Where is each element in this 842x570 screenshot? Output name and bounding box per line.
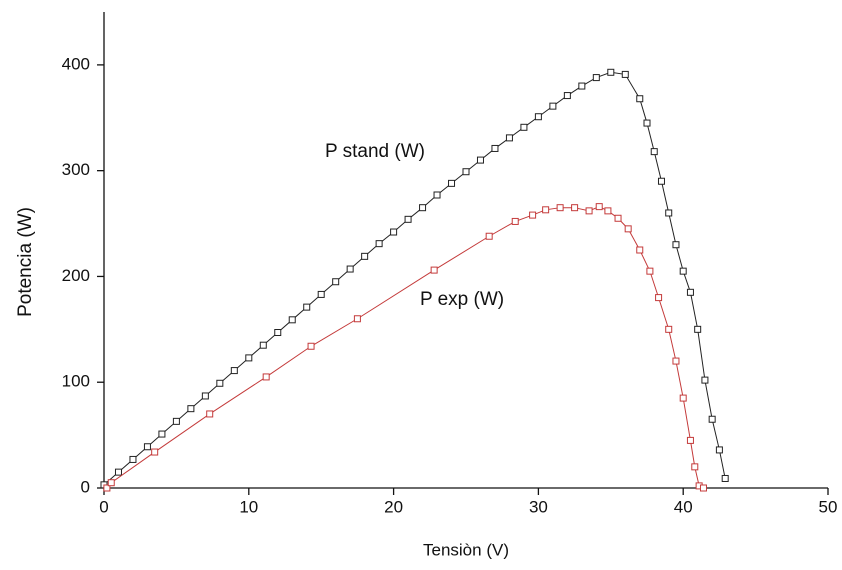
data-point bbox=[578, 82, 586, 90]
data-point bbox=[491, 144, 499, 152]
data-point bbox=[259, 341, 267, 349]
data-point bbox=[563, 92, 571, 100]
data-point bbox=[686, 288, 694, 296]
data-point bbox=[187, 405, 195, 413]
data-point bbox=[274, 329, 282, 337]
data-point bbox=[694, 325, 702, 333]
data-point bbox=[624, 225, 632, 233]
data-point bbox=[505, 134, 513, 142]
data-point bbox=[172, 417, 180, 425]
data-point bbox=[549, 102, 557, 110]
data-point bbox=[529, 211, 537, 219]
data-point bbox=[390, 228, 398, 236]
data-point bbox=[262, 373, 270, 381]
data-point bbox=[158, 430, 166, 438]
data-point bbox=[485, 232, 493, 240]
data-point bbox=[361, 252, 369, 260]
data-point bbox=[585, 207, 593, 215]
data-point bbox=[636, 95, 644, 103]
data-point bbox=[715, 446, 723, 454]
y-tick-label: 300 bbox=[62, 160, 90, 179]
data-point bbox=[556, 204, 564, 212]
x-axis-title: Tensiòn (V) bbox=[423, 540, 509, 559]
y-tick-label: 100 bbox=[62, 372, 90, 391]
data-point bbox=[129, 455, 137, 463]
series-line bbox=[106, 206, 704, 489]
data-point bbox=[657, 177, 665, 185]
data-point bbox=[216, 379, 224, 387]
data-point bbox=[607, 68, 615, 76]
data-point bbox=[701, 376, 709, 384]
y-tick-label: 200 bbox=[62, 266, 90, 285]
data-point bbox=[430, 266, 438, 274]
data-point bbox=[462, 168, 470, 176]
data-point bbox=[230, 367, 238, 375]
data-point bbox=[592, 74, 600, 82]
y-tick-label: 400 bbox=[62, 54, 90, 73]
data-point bbox=[708, 415, 716, 423]
data-point bbox=[476, 156, 484, 164]
data-point bbox=[332, 278, 340, 286]
data-point bbox=[672, 357, 680, 365]
data-point bbox=[107, 479, 115, 487]
data-point bbox=[317, 290, 325, 298]
data-point bbox=[655, 294, 663, 302]
data-point bbox=[103, 484, 111, 492]
data-point bbox=[621, 70, 629, 78]
data-point bbox=[245, 354, 253, 362]
x-tick-label: 20 bbox=[384, 497, 403, 516]
data-point bbox=[307, 342, 315, 350]
data-point bbox=[511, 217, 519, 225]
x-tick-label: 50 bbox=[819, 497, 838, 516]
x-tick-label: 30 bbox=[529, 497, 548, 516]
data-point bbox=[679, 394, 687, 402]
y-axis-title: Potencia (W) bbox=[15, 207, 36, 317]
data-point bbox=[595, 203, 603, 211]
x-tick-label: 10 bbox=[239, 497, 258, 516]
data-point bbox=[375, 240, 383, 248]
data-point bbox=[646, 267, 654, 275]
data-point bbox=[151, 448, 159, 456]
data-point bbox=[650, 148, 658, 156]
data-point bbox=[206, 410, 214, 418]
data-point bbox=[419, 204, 427, 212]
data-point bbox=[672, 241, 680, 249]
data-point bbox=[288, 316, 296, 324]
annotation: P stand (W) bbox=[325, 141, 425, 162]
data-point bbox=[665, 209, 673, 217]
data-point bbox=[353, 315, 361, 323]
data-point bbox=[201, 392, 209, 400]
data-point bbox=[699, 484, 707, 492]
data-point bbox=[604, 207, 612, 215]
data-point bbox=[534, 113, 542, 121]
data-point bbox=[686, 436, 694, 444]
data-point bbox=[571, 204, 579, 212]
data-point bbox=[542, 206, 550, 214]
data-point bbox=[614, 214, 622, 222]
data-point bbox=[520, 123, 528, 131]
data-point bbox=[679, 267, 687, 275]
y-tick-label: 0 bbox=[81, 477, 90, 496]
data-point bbox=[721, 474, 729, 482]
annotation: P exp (W) bbox=[420, 289, 504, 310]
data-point bbox=[643, 119, 651, 127]
data-point bbox=[433, 191, 441, 199]
data-point bbox=[143, 443, 151, 451]
data-point bbox=[665, 325, 673, 333]
data-point bbox=[346, 265, 354, 273]
x-tick-label: 40 bbox=[674, 497, 693, 516]
data-point bbox=[636, 246, 644, 254]
x-tick-label: 0 bbox=[99, 497, 108, 516]
data-point bbox=[691, 463, 699, 471]
data-point bbox=[448, 179, 456, 187]
data-point bbox=[404, 215, 412, 223]
data-point bbox=[114, 468, 122, 476]
data-point bbox=[303, 303, 311, 311]
